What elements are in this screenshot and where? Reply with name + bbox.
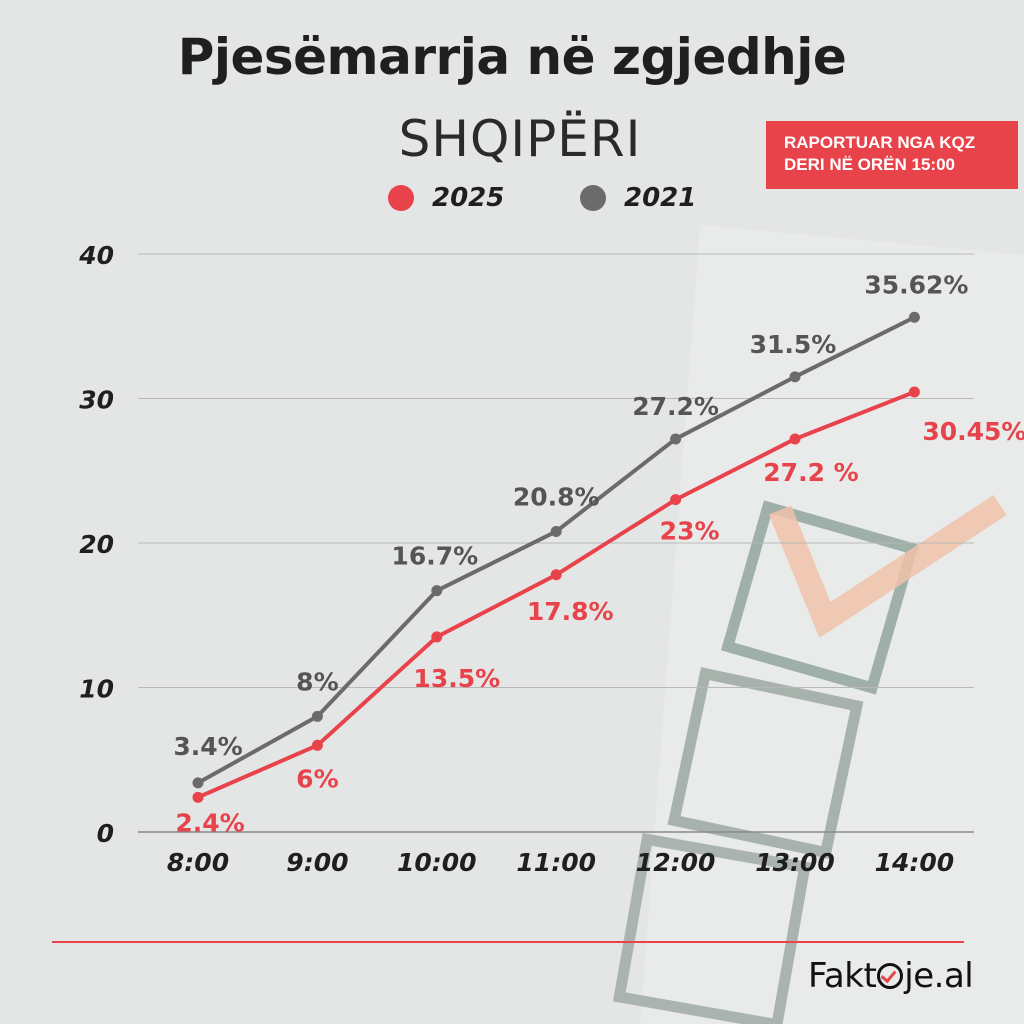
x-tick-label-10-00: 10:00 (397, 848, 477, 877)
legend-item-2025: 2025 (388, 183, 504, 213)
x-tick-label-9-00: 9:00 (286, 848, 348, 877)
data-label-2021-8-00: 3.4% (173, 732, 242, 761)
data-label-2025-11-00: 17.8% (527, 597, 614, 626)
data-label-2021-14-00: 35.62% (864, 270, 968, 299)
data-label-2025-9-00: 6% (296, 764, 338, 793)
x-tick-label-8-00: 8:00 (167, 848, 229, 877)
data-point-2025-9-00 (311, 739, 323, 751)
data-point-2025-13-00 (789, 433, 801, 445)
badge-line-2: DERI NË ORËN 15:00 (784, 155, 955, 174)
ballot-box-top-icon (720, 500, 919, 695)
y-tick-label-0: 0 (97, 819, 114, 848)
data-point-2021-9-00 (311, 710, 323, 722)
legend-dot-2021 (580, 185, 606, 211)
ballot-box-middle-icon (667, 667, 864, 860)
data-label-2025-12-00: 23% (660, 517, 720, 546)
data-point-2025-12-00 (670, 494, 682, 506)
data-label-2025-13-00: 27.2 % (763, 458, 858, 487)
badge-line-1: RAPORTUAR NGA KQZ (784, 133, 976, 152)
footer-divider (52, 941, 964, 943)
y-tick-label-20: 20 (79, 530, 114, 559)
data-label-2025-8-00: 2.4% (175, 808, 244, 837)
data-label-2021-13-00: 31.5% (750, 330, 837, 359)
logo-text-suffix: je.al (904, 956, 974, 996)
x-tick-label-11-00: 11:00 (516, 848, 596, 877)
data-label-2025-14-00: 30.45% (922, 417, 1024, 446)
checkmark-circle-icon (877, 963, 904, 989)
x-tick-label-12-00: 12:00 (636, 848, 716, 877)
ballot-decoration (612, 225, 1024, 1024)
legend-label-2021: 2021 (624, 183, 697, 213)
page-title: Pjesëmarrja në zgjedhje (177, 28, 847, 86)
y-tick-label-40: 40 (78, 241, 114, 270)
source-badge: RAPORTUAR NGA KQZ DERI NË ORËN 15:00 (766, 121, 1018, 189)
legend-label-2025: 2025 (432, 183, 505, 213)
data-point-2021-8-00 (192, 777, 204, 789)
data-point-2021-12-00 (670, 433, 682, 445)
ballot-box-bottom-icon (612, 832, 812, 1024)
data-point-2025-10-00 (431, 631, 443, 643)
faktoje-logo[interactable]: Fakt je.al (808, 956, 974, 996)
legend-dot-2025 (388, 185, 414, 211)
data-point-2021-13-00 (789, 371, 801, 383)
data-point-2021-11-00 (550, 525, 562, 537)
y-tick-label-30: 30 (79, 386, 114, 415)
data-point-2021-10-00 (431, 585, 443, 597)
data-point-2021-14-00 (908, 311, 920, 323)
chart-legend: 2025 2021 (0, 183, 1024, 223)
data-label-2021-12-00: 27.2% (632, 392, 719, 421)
page-subtitle: SHQIPËRI (398, 110, 642, 168)
data-point-2025-8-00 (192, 791, 204, 803)
y-tick-label-10: 10 (79, 675, 114, 704)
x-tick-label-13-00: 13:00 (755, 848, 835, 877)
data-point-2025-11-00 (550, 569, 562, 581)
legend-item-2021: 2021 (580, 183, 696, 213)
data-label-2021-9-00: 8% (296, 667, 338, 696)
x-tick-label-14-00: 14:00 (875, 848, 955, 877)
logo-text-prefix: Fakt (808, 956, 877, 996)
data-label-2021-10-00: 16.7% (391, 542, 478, 571)
data-point-2025-14-00 (908, 386, 920, 398)
data-label-2021-11-00: 20.8% (513, 482, 600, 511)
data-label-2025-10-00: 13.5% (413, 664, 500, 693)
